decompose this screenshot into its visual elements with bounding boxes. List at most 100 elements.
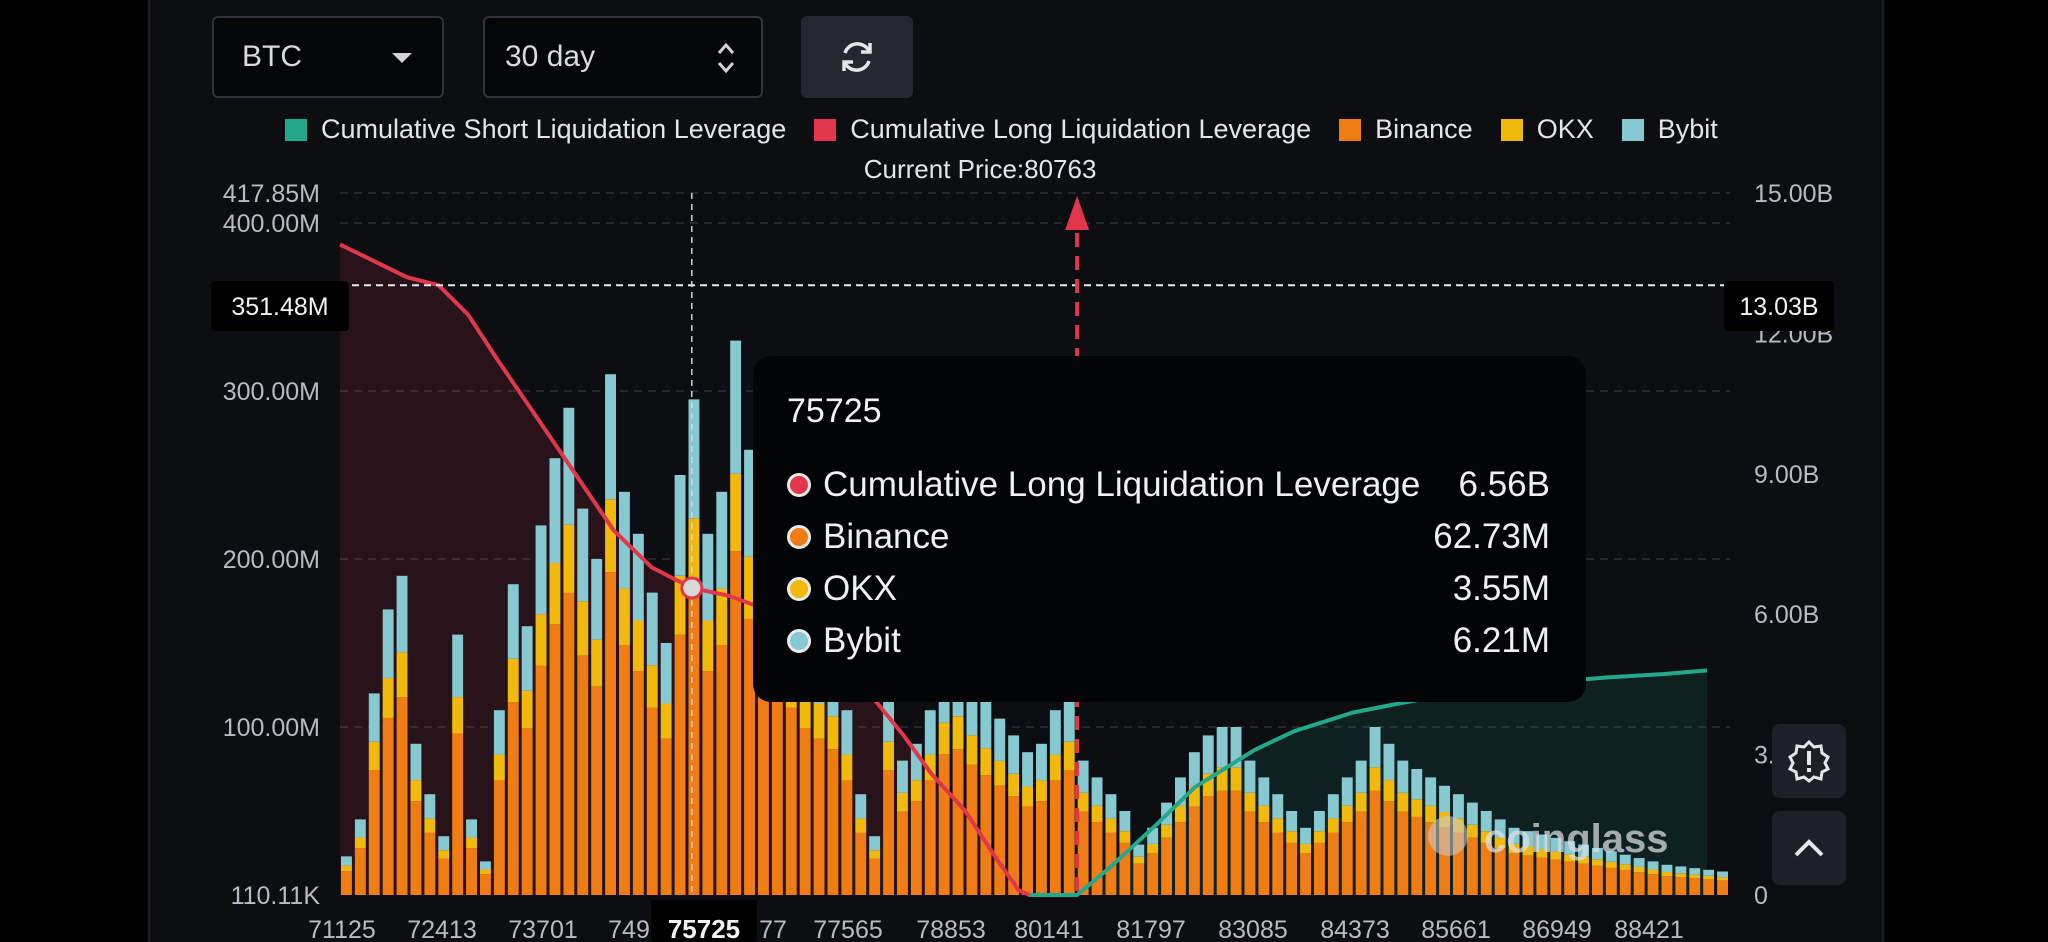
bar-binance-99 [1717, 880, 1728, 895]
period-select-value: 30 day [505, 40, 596, 73]
alert-badge-icon [1787, 739, 1831, 783]
x-axis-label-4: 75725 [668, 914, 740, 942]
bar-okx-73 [1355, 792, 1367, 812]
bar-bybit-55 [1105, 794, 1117, 819]
x-axis-label-12: 85661 [1421, 916, 1491, 942]
bar-binance-49 [1022, 806, 1033, 895]
bar-okx-67 [1272, 818, 1284, 833]
bar-okx-89 [1578, 856, 1589, 864]
bar-binance-20 [619, 645, 630, 895]
bar-binance-18 [591, 686, 603, 895]
legend-swatch-okx [1500, 118, 1523, 141]
bar-binance-95 [1661, 876, 1673, 895]
legend-item-short[interactable]: Cumulative Short Liquidation Leverage [285, 114, 786, 145]
bar-binance-21 [632, 671, 644, 895]
bar-binance-93 [1633, 872, 1645, 895]
bar-bybit-94 [1647, 861, 1659, 870]
bar-okx-18 [591, 639, 603, 687]
bar-binance-97 [1689, 878, 1701, 895]
bar-binance-58 [1147, 853, 1159, 895]
bar-binance-23 [660, 738, 672, 895]
bar-bybit-29 [744, 449, 755, 557]
bar-okx-34 [813, 703, 825, 739]
bar-okx-81 [1466, 824, 1478, 838]
bar-okx-93 [1633, 866, 1645, 873]
legend-item-bybit[interactable]: Bybit [1621, 114, 1718, 145]
bar-bybit-47 [994, 718, 1006, 761]
long-curve [339, 242, 1078, 897]
bar-bybit-72 [1341, 777, 1353, 806]
bar-bybit-4 [396, 575, 408, 653]
tooltip-label-long: Cumulative Long Liquidation Leverage [823, 465, 1421, 504]
legend-label-okx: OKX [1536, 114, 1594, 144]
bar-okx-86 [1536, 849, 1548, 858]
short-area [1029, 670, 1708, 895]
bar-bybit-95 [1661, 864, 1673, 873]
bar-bybit-50 [1036, 743, 1047, 781]
bar-bybit-71 [1327, 794, 1339, 819]
bar-bybit-90 [1592, 847, 1603, 860]
bar-bybit-52 [1063, 693, 1075, 742]
scroll-top-button[interactable] [1772, 811, 1846, 885]
chevron-down-icon [392, 53, 412, 63]
bar-bybit-27 [716, 491, 728, 589]
bar-binance-81 [1466, 837, 1478, 895]
legend-item-binance[interactable]: Binance [1339, 114, 1473, 145]
x-axis-label-3: 749 [608, 916, 650, 942]
bar-bybit-28 [730, 340, 742, 474]
bar-bybit-87 [1550, 837, 1562, 852]
bar-okx-37 [855, 818, 867, 833]
bar-okx-75 [1383, 780, 1395, 802]
bar-okx-64 [1230, 767, 1242, 791]
refresh-icon [842, 42, 872, 72]
alert-button[interactable] [1772, 724, 1846, 798]
bar-okx-13 [521, 690, 533, 729]
left-axis-label-5: 110.11K [231, 882, 321, 910]
bar-bybit-82 [1480, 810, 1492, 832]
legend-label-short: Cumulative Short Liquidation Leverage [321, 114, 787, 144]
bar-bybit-11 [493, 710, 505, 755]
bar-binance-73 [1355, 811, 1367, 895]
legend-item-okx[interactable]: OKX [1500, 114, 1594, 145]
bar-okx-88 [1564, 854, 1576, 862]
bar-bybit-41 [910, 743, 922, 781]
bar-binance-65 [1244, 811, 1256, 895]
bar-okx-1 [354, 837, 366, 849]
coin-select[interactable]: BTC [212, 16, 444, 98]
bar-okx-2 [368, 741, 380, 771]
bar-bybit-5 [410, 743, 422, 781]
tooltip-label-okx: OKX [823, 569, 897, 608]
chart-legend: Cumulative Short Liquidation Leverage Cu… [285, 114, 1746, 145]
bar-bybit-42 [924, 710, 936, 755]
bar-okx-39 [883, 741, 894, 771]
coinglass-logo [1428, 816, 1468, 856]
x-axis-label-13: 86949 [1522, 916, 1592, 942]
bar-binance-72 [1341, 822, 1353, 895]
bar-okx-65 [1244, 792, 1256, 812]
bar-bybit-17 [577, 508, 589, 602]
bar-binance-19 [605, 572, 616, 895]
bar-binance-46 [980, 775, 992, 895]
bar-okx-40 [897, 792, 908, 812]
bar-binance-52 [1063, 770, 1075, 895]
bar-bybit-73 [1355, 760, 1367, 793]
tooltip-value-long: 6.56B [1458, 465, 1550, 504]
bar-bybit-36 [841, 710, 853, 755]
bar-bybit-88 [1564, 841, 1576, 855]
legend-item-long[interactable]: Cumulative Long Liquidation Leverage [814, 114, 1311, 145]
bar-bybit-21 [632, 533, 644, 621]
bar-binance-47 [994, 785, 1006, 895]
bar-bybit-37 [855, 794, 867, 819]
tooltip-value-okx: 3.55M [1452, 569, 1550, 608]
bar-okx-78 [1425, 805, 1437, 823]
bar-bybit-93 [1633, 858, 1645, 867]
chart-tooltip: 75725 Cumulative Long Liquidation Levera… [753, 356, 1586, 702]
bar-binance-36 [841, 780, 853, 895]
bar-bybit-7 [438, 836, 450, 851]
bar-binance-11 [493, 780, 505, 895]
bar-bybit-51 [1049, 710, 1061, 755]
bar-okx-92 [1619, 864, 1631, 871]
period-select[interactable]: 30 day [483, 16, 763, 98]
refresh-button[interactable] [801, 16, 913, 98]
